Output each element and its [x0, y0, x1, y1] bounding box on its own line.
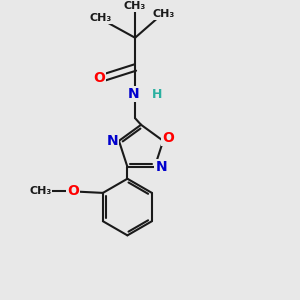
Text: CH₃: CH₃: [29, 186, 51, 197]
Text: O: O: [67, 184, 79, 198]
Text: N: N: [106, 134, 118, 148]
Text: O: O: [163, 131, 175, 145]
Text: N: N: [155, 160, 167, 174]
Text: CH₃: CH₃: [152, 9, 175, 19]
Text: CH₃: CH₃: [90, 14, 112, 23]
Text: H: H: [152, 88, 163, 101]
Text: N: N: [128, 87, 140, 101]
Text: O: O: [93, 71, 105, 85]
Text: CH₃: CH₃: [124, 1, 146, 11]
